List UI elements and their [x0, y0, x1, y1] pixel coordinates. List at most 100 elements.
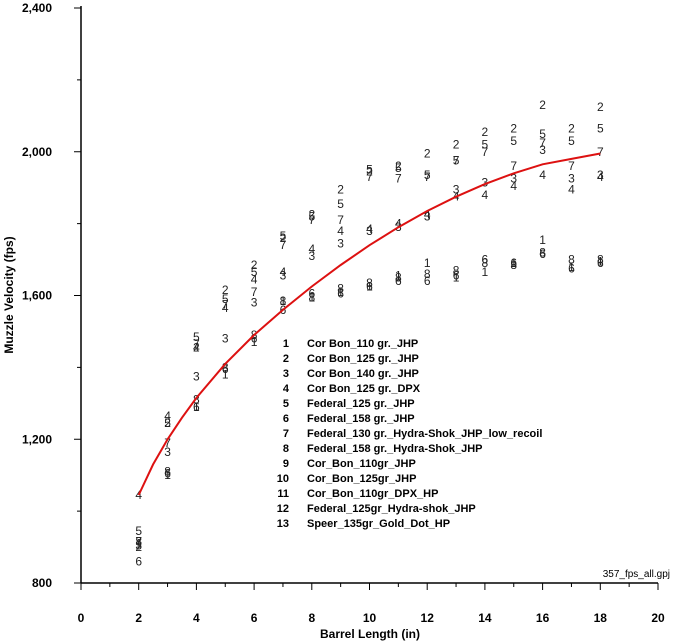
legend-label: Federal_158 gr._JHP	[307, 413, 415, 425]
data-point-4: 4	[395, 217, 402, 231]
data-point-6: 6	[135, 554, 142, 568]
data-point-8: 8	[222, 360, 229, 374]
legend-item: 3 Cor Bon_140 gr._JHP	[283, 368, 419, 380]
data-point-3: 3	[164, 445, 171, 459]
data-point-7: 7	[366, 170, 373, 184]
legend-item: 2 Cor Bon_125 gr._JHP	[283, 353, 419, 365]
legend-label: Federal_125gr_Hydra-shok_JHP	[307, 503, 476, 515]
legend-number: 8	[283, 443, 289, 455]
data-point-8: 8	[308, 290, 315, 304]
legend-item: 13 Speer_135gr_Gold_Dot_HP	[277, 518, 450, 530]
data-point-2: 2	[164, 416, 171, 430]
x-tick-label: 0	[78, 611, 85, 625]
data-point-7: 7	[424, 170, 431, 184]
data-point-1: 1	[337, 285, 344, 299]
data-point-5: 5	[597, 121, 604, 135]
legend-number: 2	[283, 353, 289, 365]
data-point-8: 8	[482, 256, 489, 270]
x-tick-label: 4	[193, 611, 200, 625]
y-tick-label: 2,400	[22, 1, 52, 15]
data-point-7: 7	[568, 159, 575, 173]
y-ticks: 800 1,200 1,600 2,000 2,400	[22, 1, 81, 590]
data-point-3: 3	[193, 369, 200, 383]
data-point-4: 4	[251, 272, 258, 286]
data-point-7: 7	[337, 213, 344, 227]
data-point-1: 1	[453, 271, 460, 285]
data-point-6: 6	[424, 274, 431, 288]
data-point-7: 7	[482, 145, 489, 159]
data-point-5: 5	[510, 134, 517, 148]
legend-label: Cor Bon_125 gr._DPX	[307, 383, 421, 395]
legend-item: 5 Federal_125 gr._JHP	[283, 398, 415, 410]
x-tick-label: 8	[308, 611, 315, 625]
data-point-4: 4	[366, 222, 373, 236]
x-tick-label: 20	[651, 611, 665, 625]
data-point-4: 4	[568, 182, 575, 196]
data-point-5: 5	[453, 154, 460, 168]
data-point-5: 5	[337, 197, 344, 211]
data-point-7: 7	[308, 213, 315, 227]
data-point-3: 3	[337, 236, 344, 250]
data-point-2: 2	[482, 125, 489, 139]
data-point-3: 3	[366, 224, 373, 238]
legend-number: 12	[277, 503, 289, 515]
data-point-2: 2	[510, 121, 517, 135]
legend-label: Federal_130 gr._Hydra-Shok_JHP_low_recoi…	[307, 428, 542, 440]
x-tick-label: 10	[363, 611, 377, 625]
data-point-7: 7	[395, 172, 402, 186]
data-point-8: 8	[424, 267, 431, 281]
legend-number: 11	[277, 488, 289, 500]
data-point-3: 3	[308, 249, 315, 263]
legend-label: Federal_125 gr._JHP	[307, 398, 415, 410]
data-point-3: 3	[424, 209, 431, 223]
data-point-1: 1	[366, 280, 373, 294]
legend-number: 10	[277, 473, 289, 485]
data-point-1: 1	[510, 256, 517, 270]
data-point-2: 2	[568, 121, 575, 135]
data-point-6: 6	[568, 262, 575, 276]
legend-item: 10 Cor_Bon_125gr_JHP	[277, 473, 417, 485]
data-point-8: 8	[193, 393, 200, 407]
data-point-3: 3	[222, 332, 229, 346]
data-point-7: 7	[597, 145, 604, 159]
legend-item: 1 Cor Bon_110 gr._JHP	[283, 338, 418, 350]
data-point-2: 2	[424, 147, 431, 161]
legend-number: 5	[283, 398, 289, 410]
legend-item: 9 Cor_Bon_110gr_JHP	[283, 458, 416, 470]
data-point-3: 3	[453, 182, 460, 196]
legend: 1 Cor Bon_110 gr._JHP 2 Cor Bon_125 gr._JHP…	[277, 338, 543, 530]
data-point-5: 5	[308, 209, 315, 223]
data-point-5: 5	[482, 138, 489, 152]
data-point-7: 7	[539, 136, 546, 150]
data-point-3: 3	[251, 296, 258, 310]
legend-label: Cor Bon_110 gr._JHP	[307, 338, 418, 350]
legend-label: Cor_Bon_110gr_DPX_HP	[307, 488, 438, 500]
data-point-2: 2	[193, 341, 200, 355]
data-point-8: 8	[597, 253, 604, 267]
x-tick-label: 12	[421, 611, 435, 625]
data-point-1: 1	[135, 536, 142, 550]
data-point-6: 6	[510, 256, 517, 270]
data-point-6: 6	[395, 274, 402, 288]
legend-label: Cor Bon_140 gr._JHP	[307, 368, 419, 380]
data-point-1: 1	[568, 260, 575, 274]
data-point-1: 1	[597, 254, 604, 268]
data-point-1: 1	[280, 294, 287, 308]
data-point-8: 8	[135, 535, 142, 549]
data-point-8: 8	[280, 294, 287, 308]
data-point-2: 2	[251, 258, 258, 272]
file-label: 357_fps_all.gpj	[603, 569, 670, 580]
x-axis-title: Barrel Length (in)	[320, 627, 420, 641]
data-point-7: 7	[510, 159, 517, 173]
data-point-6: 6	[539, 247, 546, 261]
x-tick-label: 14	[478, 611, 492, 625]
data-point-5: 5	[366, 163, 373, 177]
legend-number: 7	[283, 428, 289, 440]
legend-number: 9	[283, 458, 289, 470]
legend-label: Federal_158 gr._Hydra-Shok_JHP	[307, 443, 482, 455]
data-point-6: 6	[251, 332, 258, 346]
data-point-1: 1	[539, 233, 546, 247]
data-point-2: 2	[337, 182, 344, 196]
data-point-5: 5	[395, 161, 402, 175]
